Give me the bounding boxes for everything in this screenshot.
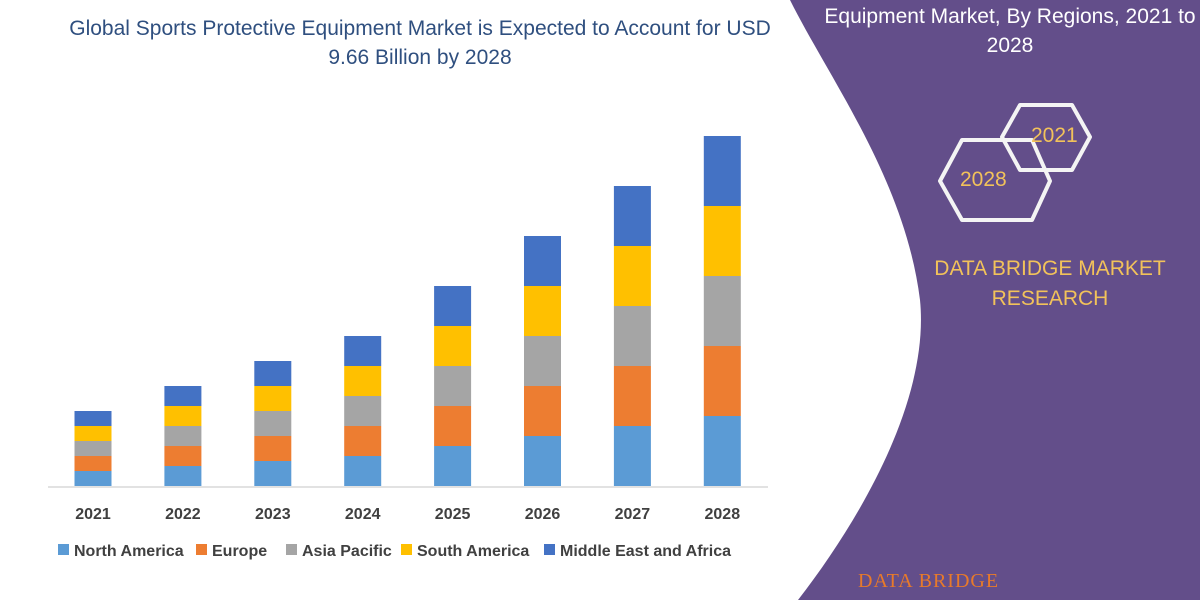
legend-label: North America bbox=[74, 543, 184, 560]
bar-segment-2026-0 bbox=[524, 436, 561, 486]
logo: DATA BRIDGE bbox=[858, 570, 1000, 592]
hexagon-2028 bbox=[938, 138, 1052, 222]
bar-segment-2021-2 bbox=[74, 441, 112, 456]
bar-segment-2021-0 bbox=[74, 471, 112, 486]
bar-segment-2024-3 bbox=[344, 366, 382, 396]
bar-segment-2028-2 bbox=[703, 276, 741, 346]
bar-segment-2022-4 bbox=[164, 386, 202, 406]
bar-segment-2028-0 bbox=[703, 416, 741, 486]
bar-segment-2023-0 bbox=[254, 461, 292, 486]
bar-segment-2028-1 bbox=[703, 346, 741, 416]
bar-segment-2022-1 bbox=[164, 446, 202, 466]
bar-segment-2026-4 bbox=[524, 236, 561, 286]
hex-label-2021: 2021 bbox=[1031, 124, 1078, 147]
x-tick-label: 2027 bbox=[615, 506, 651, 523]
legend-label: Asia Pacific bbox=[302, 543, 392, 560]
bar-segment-2023-4 bbox=[254, 361, 292, 386]
legend-swatch bbox=[58, 544, 69, 555]
legend-label: South America bbox=[417, 543, 529, 560]
bar-segment-2026-3 bbox=[524, 286, 561, 336]
x-tick-label: 2024 bbox=[345, 506, 381, 523]
bar-segment-2027-0 bbox=[613, 426, 651, 486]
chart-title: Global Sports Protective Equipment Marke… bbox=[69, 17, 771, 69]
bar-segment-2026-1 bbox=[524, 386, 561, 436]
bar-segment-2027-3 bbox=[613, 246, 651, 306]
bar-segment-2025-4 bbox=[434, 286, 472, 326]
bar-segment-2021-3 bbox=[74, 426, 112, 441]
legend-swatch bbox=[286, 544, 297, 555]
bar-segment-2024-4 bbox=[344, 336, 382, 366]
legend-label: Europe bbox=[212, 543, 267, 560]
bar-segment-2025-3 bbox=[434, 326, 472, 366]
bar-segment-2021-1 bbox=[74, 456, 112, 471]
bar-segment-2021-4 bbox=[74, 411, 112, 426]
bar-segment-2025-2 bbox=[434, 366, 472, 406]
bar-segment-2023-3 bbox=[254, 386, 292, 411]
bar-segment-2024-0 bbox=[344, 456, 382, 486]
hex-label-2028: 2028 bbox=[960, 168, 1007, 191]
bar-segment-2024-1 bbox=[344, 426, 382, 456]
legend-swatch bbox=[401, 544, 412, 555]
legend-swatch bbox=[196, 544, 207, 555]
bar-segment-2026-2 bbox=[524, 336, 561, 386]
stacked-bar-chart: 2021 2022 2023 2024 2025 2026 2027 2028 North Am… bbox=[48, 136, 768, 560]
hexagon-2021 bbox=[1000, 103, 1092, 172]
purple-panel bbox=[790, 0, 1200, 600]
bar-segment-2023-2 bbox=[254, 411, 292, 436]
x-tick-label: 2025 bbox=[435, 506, 471, 523]
bar-segment-2022-2 bbox=[164, 426, 202, 446]
legend-label: Middle East and Africa bbox=[560, 543, 731, 560]
legend-swatch bbox=[544, 544, 555, 555]
bar-segment-2028-3 bbox=[703, 206, 741, 276]
bar-segment-2025-1 bbox=[434, 406, 472, 446]
bar-segment-2027-2 bbox=[613, 306, 651, 366]
bar-segment-2027-4 bbox=[613, 186, 651, 246]
bar-segment-2022-0 bbox=[164, 466, 202, 486]
bar-segment-2025-0 bbox=[434, 446, 472, 486]
bar-segment-2024-2 bbox=[344, 396, 382, 426]
x-tick-label: 2023 bbox=[255, 506, 291, 523]
brand-name: DATA BRIDGE MARKET RESEARCH bbox=[934, 257, 1166, 310]
bar-segment-2022-3 bbox=[164, 406, 202, 426]
panel-title: Equipment Market, By Regions, 2021 to 20… bbox=[824, 5, 1196, 57]
x-tick-label: 2028 bbox=[705, 506, 741, 523]
bar-segment-2027-1 bbox=[613, 366, 651, 426]
x-tick-label: 2022 bbox=[165, 506, 201, 523]
bar-segment-2023-1 bbox=[254, 436, 292, 461]
bar-segment-2028-4 bbox=[703, 136, 741, 206]
x-tick-label: 2021 bbox=[75, 506, 111, 523]
x-tick-label: 2026 bbox=[525, 506, 561, 523]
